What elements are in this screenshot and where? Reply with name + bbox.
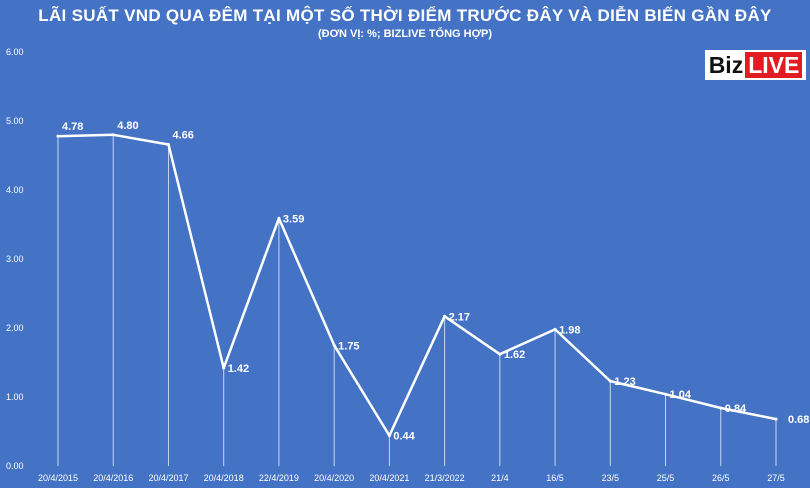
data-point	[498, 352, 502, 356]
data-point	[111, 133, 115, 137]
x-axis: 20/4/2015 20/4/2016 20/4/2017 20/4/2018 22/4…	[38, 473, 785, 483]
data-point	[277, 216, 281, 220]
data-point	[774, 417, 778, 421]
data-point	[608, 379, 612, 383]
y-tick-label: 1.00	[6, 392, 24, 402]
y-tick-label: 5.00	[6, 116, 24, 126]
x-tick-label: 21/3/2022	[425, 473, 465, 483]
chart-title: LÃI SUẤT VND QUA ĐÊM TẠI MỘT SỐ THỜI ĐIỂ…	[38, 6, 772, 25]
logo-text-live: LIVE	[745, 52, 803, 78]
x-tick-label: 20/4/2017	[148, 473, 188, 483]
data-point	[56, 134, 60, 138]
x-tick-label: 16/5	[546, 473, 564, 483]
bizlive-logo: Biz LIVE	[705, 50, 806, 80]
data-labels: 4.78 4.80 4.66 1.42 3.59 1.75 0.44 2.17 1.62 1.98…	[62, 120, 809, 443]
series-group	[56, 133, 778, 438]
chart-subtitle: (ĐƠN VỊ: %; BIZLIVE TỔNG HỢP)	[318, 28, 492, 40]
data-label: 4.78	[62, 121, 83, 133]
data-label: 4.80	[117, 120, 138, 132]
x-tick-label: 20/4/2015	[38, 473, 78, 483]
y-tick-label: 0.00	[6, 461, 24, 471]
data-point	[166, 142, 170, 146]
data-label: 1.42	[228, 363, 249, 375]
data-label: 0.68	[788, 414, 809, 426]
data-label: 1.04	[670, 389, 692, 401]
x-tick-label: 20/4/2018	[204, 473, 244, 483]
x-tick-label: 22/4/2019	[259, 473, 299, 483]
data-label: 1.75	[338, 340, 359, 352]
data-point	[443, 314, 447, 318]
drop-lines	[57, 134, 777, 466]
y-tick-label: 4.00	[6, 185, 24, 195]
data-label: 1.62	[504, 349, 525, 361]
data-point	[222, 366, 226, 370]
y-tick-label: 3.00	[6, 254, 24, 264]
data-point	[332, 343, 336, 347]
x-tick-label: 26/5	[712, 473, 730, 483]
data-label: 0.84	[725, 403, 747, 415]
series-line	[57, 133, 777, 437]
x-tick-label: 20/4/2020	[314, 473, 354, 483]
data-point	[664, 392, 668, 396]
logo-text-biz: Biz	[708, 51, 744, 78]
data-label: 1.98	[559, 324, 580, 336]
data-label: 2.17	[449, 311, 470, 323]
data-point	[719, 406, 723, 410]
x-tick-label: 20/4/2021	[369, 473, 409, 483]
data-label: 3.59	[283, 213, 304, 225]
x-tick-label: 27/5	[767, 473, 785, 483]
data-point	[387, 434, 391, 438]
data-label: 1.23	[614, 376, 635, 388]
x-tick-label: 25/5	[657, 473, 675, 483]
data-label: 4.66	[172, 129, 193, 141]
data-label: 0.44	[393, 431, 415, 443]
y-tick-label: 2.00	[6, 323, 24, 333]
x-tick-label: 23/5	[602, 473, 620, 483]
data-point	[553, 327, 557, 331]
y-tick-label: 6.00	[6, 47, 24, 57]
x-tick-label: 20/4/2016	[93, 473, 133, 483]
x-tick-label: 21/4	[491, 473, 509, 483]
y-axis: 0.00 1.00 2.00 3.00 4.00 5.00 6.00	[6, 47, 24, 471]
